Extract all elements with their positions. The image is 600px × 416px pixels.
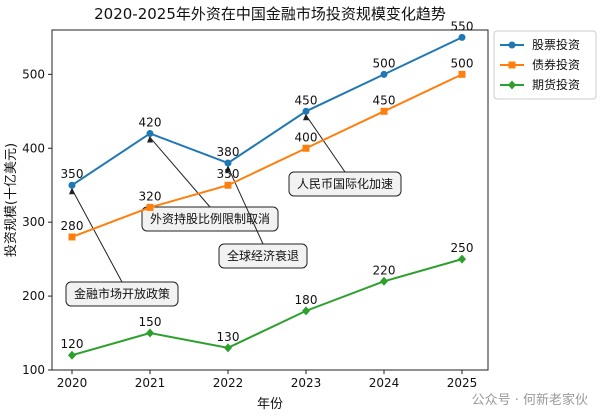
data-point bbox=[224, 181, 232, 189]
y-tick-label: 100 bbox=[22, 363, 45, 377]
data-point bbox=[224, 343, 232, 353]
data-point bbox=[68, 233, 76, 241]
watermark-text: 公众号 · 何新老家伙 bbox=[471, 393, 588, 408]
data-point bbox=[68, 350, 76, 360]
legend-marker bbox=[508, 41, 516, 49]
y-tick-label: 200 bbox=[22, 289, 45, 303]
data-point bbox=[224, 159, 232, 167]
y-axis: 100 200 300 400 500 bbox=[22, 67, 52, 377]
data-label: 500 bbox=[373, 56, 396, 70]
data-point bbox=[380, 107, 388, 115]
annotation-arrow bbox=[227, 166, 264, 245]
data-point bbox=[302, 144, 310, 152]
annotation-arrowhead bbox=[303, 113, 309, 121]
data-point bbox=[458, 70, 466, 78]
x-tick-label: 2021 bbox=[135, 376, 166, 390]
legend-label: 债券投资 bbox=[532, 57, 580, 72]
annotation-text: 外资持股比例限制取消 bbox=[150, 211, 270, 226]
data-label: 250 bbox=[451, 241, 474, 255]
annotation-arrowhead bbox=[225, 165, 231, 173]
y-tick-label: 400 bbox=[22, 141, 45, 155]
data-point bbox=[380, 70, 388, 78]
data-label: 120 bbox=[61, 337, 84, 351]
annotation-arrowhead bbox=[69, 187, 75, 195]
data-point bbox=[302, 107, 310, 115]
data-label: 420 bbox=[139, 115, 162, 129]
y-tick-label: 500 bbox=[22, 67, 45, 81]
x-tick-label: 2022 bbox=[213, 376, 244, 390]
annotation-arrow bbox=[149, 137, 211, 208]
data-point bbox=[458, 254, 466, 264]
data-label: 450 bbox=[295, 93, 318, 107]
data-label: 180 bbox=[295, 293, 318, 307]
data-label: 220 bbox=[373, 263, 396, 277]
data-label: 150 bbox=[139, 315, 162, 329]
data-point bbox=[146, 328, 154, 338]
x-tick-label: 2023 bbox=[291, 376, 322, 390]
chart-title: 2020-2025年外资在中国金融市场投资规模变化趋势 bbox=[94, 5, 446, 23]
x-tick-label: 2025 bbox=[447, 376, 478, 390]
series-group: 350 420 380 450 500 550 280 320 350 400 450 500 120 1… bbox=[61, 19, 474, 360]
annotation-arrow bbox=[71, 188, 123, 283]
legend-frame bbox=[493, 30, 597, 100]
annotation-box bbox=[141, 206, 279, 232]
data-point bbox=[380, 276, 388, 286]
legend-marker bbox=[508, 61, 516, 69]
data-label: 380 bbox=[217, 145, 240, 159]
x-axis-label: 年份 bbox=[257, 397, 283, 412]
data-label: 320 bbox=[139, 189, 162, 203]
legend-marker bbox=[508, 80, 516, 90]
annotation-text: 人民币国际化加速 bbox=[297, 177, 393, 191]
plot-frame bbox=[51, 29, 489, 371]
x-tick-label: 2024 bbox=[369, 376, 400, 390]
series-line bbox=[71, 36, 463, 187]
data-label: 280 bbox=[61, 219, 84, 233]
data-point bbox=[458, 33, 466, 41]
annotation-arrow bbox=[305, 115, 346, 173]
annotation-text: 全球经济衰退 bbox=[227, 248, 299, 263]
y-axis-label: 投资规模(十亿美元) bbox=[3, 143, 19, 257]
annotation-text: 金融市场开放政策 bbox=[74, 286, 170, 301]
data-point bbox=[302, 306, 310, 316]
data-label: 350 bbox=[61, 167, 84, 181]
data-point bbox=[68, 181, 76, 189]
data-point bbox=[146, 129, 154, 137]
data-label: 500 bbox=[451, 56, 474, 70]
x-axis: 2020 2021 2022 2023 2024 2025 bbox=[57, 370, 478, 390]
data-label: 550 bbox=[451, 19, 474, 33]
y-tick-label: 300 bbox=[22, 215, 45, 229]
x-tick-label: 2020 bbox=[57, 376, 88, 390]
annotation-box bbox=[218, 243, 308, 269]
legend-label: 期货投资 bbox=[532, 77, 580, 92]
series-line bbox=[71, 258, 463, 357]
series-line bbox=[71, 73, 463, 238]
data-label: 350 bbox=[217, 167, 240, 181]
annotation-box bbox=[288, 171, 402, 197]
data-label: 400 bbox=[295, 130, 318, 144]
data-label: 130 bbox=[217, 330, 240, 344]
annotation-box bbox=[65, 281, 179, 307]
data-label: 450 bbox=[373, 93, 396, 107]
legend-label: 股票投资 bbox=[532, 37, 580, 52]
annotation-arrowhead bbox=[147, 135, 153, 143]
data-point bbox=[146, 203, 154, 211]
